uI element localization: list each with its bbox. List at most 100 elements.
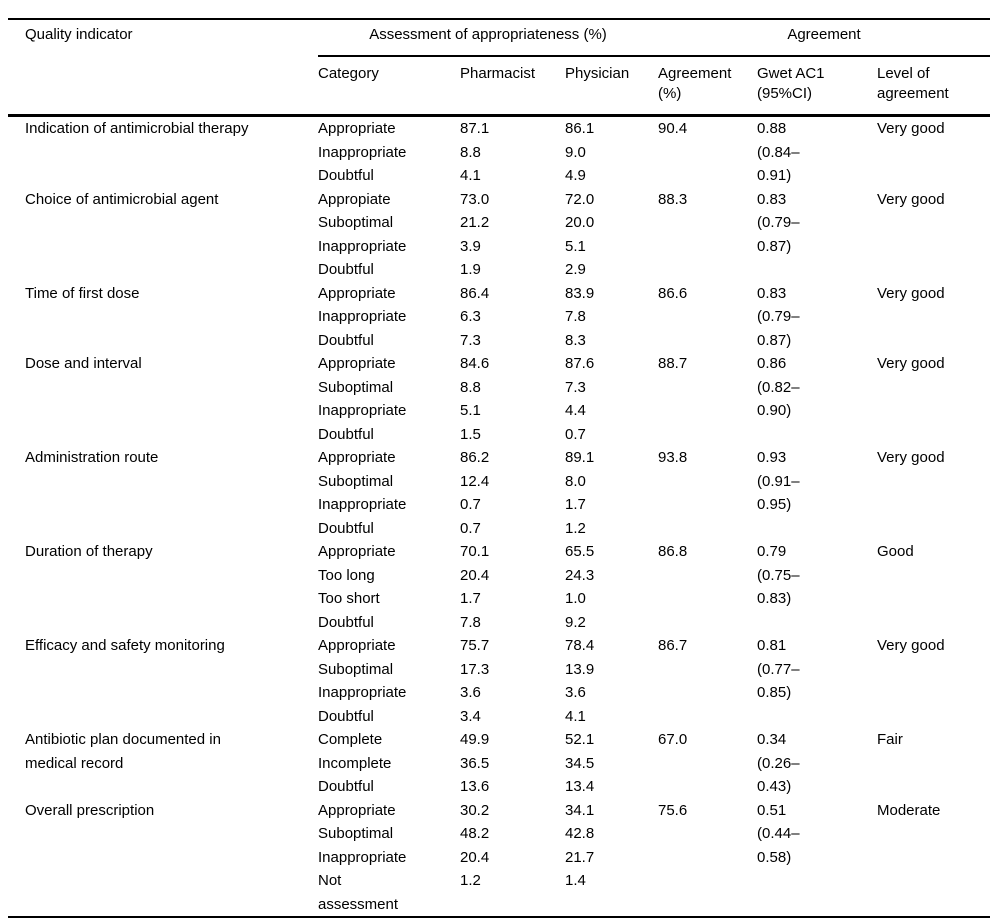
table-row: Too short 1.7 1.0 <box>8 587 990 611</box>
header-row-columns: Category Pharmacist Physician Agreement … <box>8 56 991 117</box>
level-cell: Good <box>877 543 914 560</box>
physician-cell: 42.8 <box>565 825 595 842</box>
table-row: Time of first dose Appropriate 86.4 83.9 86.… <box>8 282 990 349</box>
group-header-assessment: Assessment of appropriateness (%) <box>318 19 658 57</box>
pharmacist-cell: 70.1 <box>460 543 490 560</box>
agreement-cell: 88.3 <box>658 190 688 208</box>
table-row: Efficacy and safety monitoring Appropriat… <box>8 634 990 701</box>
category-cell: Inappropriate <box>318 143 407 161</box>
category-cell: Appropriate <box>318 801 396 819</box>
gwet-ac1-cell: 0.79 (0.75– 0.83) <box>757 543 800 607</box>
pharmacist-cell: 6.3 <box>460 308 481 325</box>
pharmacist-cell: 0.7 <box>460 519 481 537</box>
indicator-cell: Indication of antimicrobial therapy <box>25 120 249 137</box>
table-row: Inappropriate 3.6 3.6 <box>8 681 990 705</box>
table-row: Duration of therapy Appropriate 70.1 65.5 86… <box>8 540 990 607</box>
category-cell: Doubtful <box>318 519 374 537</box>
category-cell: Suboptimal <box>318 378 394 396</box>
indicator-cell: Antibiotic plan documented in medical re… <box>25 731 221 772</box>
category-cell: Suboptimal <box>318 472 394 490</box>
physician-cell: 1.7 <box>565 496 586 513</box>
pharmacist-cell: 84.6 <box>460 355 490 372</box>
level-cell: Fair <box>877 731 903 748</box>
pharmacist-cell: 7.3 <box>460 331 481 349</box>
physician-cell: 13.4 <box>565 778 595 795</box>
pharmacist-cell: 3.4 <box>460 707 481 725</box>
table-row: Doubtful 7.8 9.2 <box>8 611 990 635</box>
pharmacist-cell: 3.9 <box>460 237 481 255</box>
pharmacist-cell: 8.8 <box>460 378 481 396</box>
pharmacist-cell: 49.9 <box>460 731 490 748</box>
indicator-cell: Administration route <box>25 449 159 466</box>
indicator-group: Antibiotic plan documented in medical re… <box>8 728 990 799</box>
physician-cell: 72.0 <box>565 190 595 208</box>
gwet-ac1-cell: 0.81 (0.77– 0.85) <box>757 637 800 701</box>
table-row: Inappropriate 20.4 21.7 <box>8 846 990 870</box>
indicator-group: Choice of antimicrobial agent Appropiate 7… <box>8 188 990 282</box>
category-cell: Appropriate <box>318 355 396 372</box>
physician-cell: 24.3 <box>565 566 595 584</box>
agreement-cell: 90.4 <box>658 120 688 137</box>
agreement-cell: 86.7 <box>658 637 688 654</box>
physician-cell: 2.9 <box>565 261 586 278</box>
level-cell: Very good <box>877 637 945 654</box>
indicator-cell: Choice of antimicrobial agent <box>25 190 219 208</box>
physician-cell: 0.7 <box>565 425 586 443</box>
physician-cell: 9.0 <box>565 143 586 161</box>
table-row: Doubtful 3.4 4.1 <box>8 705 990 729</box>
physician-cell: 13.9 <box>565 660 595 678</box>
indicator-group: Time of first dose Appropriate 86.4 83.9 86.… <box>8 282 990 353</box>
physician-cell: 65.5 <box>565 543 595 560</box>
table-row: Suboptimal 8.8 7.3 <box>8 376 990 400</box>
category-cell: Inappropriate <box>318 402 407 419</box>
category-cell: Suboptimal <box>318 660 394 678</box>
pharmacist-cell: 4.1 <box>460 167 481 184</box>
level-cell: Very good <box>877 449 945 466</box>
physician-cell: 8.3 <box>565 331 586 349</box>
indicator-group: Administration route Appropriate 86.2 89.1 9… <box>8 446 990 540</box>
gwet-ac1-cell: 0.86 (0.82– 0.90) <box>757 355 800 419</box>
table-row: Suboptimal 21.2 20.0 <box>8 211 990 235</box>
pharmacist-cell: 12.4 <box>460 472 490 490</box>
category-cell: Appropriate <box>318 284 396 302</box>
agreement-cell: 86.8 <box>658 543 688 560</box>
pharmacist-cell: 86.4 <box>460 284 490 302</box>
table-row: Inappropriate 5.1 4.4 <box>8 399 990 423</box>
table-row: Not assessment 1.2 1.4 <box>8 869 990 917</box>
table-header: Quality indicator Assessment of appropri… <box>8 19 991 117</box>
col-header-agreement-pct: Agreement (%) <box>658 56 757 117</box>
gwet-ac1-cell: 0.83 (0.79– 0.87) <box>757 284 800 349</box>
level-cell: Very good <box>877 190 945 208</box>
physician-cell: 1.4 <box>565 872 586 889</box>
agreement-cell: 93.8 <box>658 449 688 466</box>
table-row: Doubtful 13.6 13.4 <box>8 775 990 799</box>
indicator-group: Overall prescription Appropriate 30.2 34.1 7… <box>8 799 990 918</box>
table-row: Doubtful 1.9 2.9 <box>8 258 990 282</box>
table-row: Doubtful 0.7 1.2 <box>8 517 990 541</box>
category-cell: Inappropriate <box>318 684 407 701</box>
category-cell: Doubtful <box>318 778 374 795</box>
group-header-agreement: Agreement <box>658 19 991 57</box>
category-cell: Incomplete <box>318 754 392 772</box>
category-cell: Doubtful <box>318 613 374 631</box>
table-row: Inappropriate 8.8 9.0 <box>8 141 990 165</box>
table-row: Doubtful 4.1 4.9 <box>8 164 990 188</box>
indicator-cell: Duration of therapy <box>25 543 153 560</box>
pharmacist-cell: 30.2 <box>460 801 490 819</box>
indicator-cell: Dose and interval <box>25 355 142 372</box>
table-row: Indication of antimicrobial therapy Appro… <box>8 116 990 184</box>
physician-cell: 8.0 <box>565 472 586 490</box>
physician-cell: 4.1 <box>565 707 586 725</box>
physician-cell: 1.2 <box>565 519 586 537</box>
category-cell: Doubtful <box>318 167 374 184</box>
header-row-groups: Quality indicator Assessment of appropri… <box>8 19 991 117</box>
pharmacist-cell: 17.3 <box>460 660 490 678</box>
physician-cell: 89.1 <box>565 449 595 466</box>
col-header-gwet-ac1: Gwet AC1 (95%CI) <box>757 56 877 117</box>
category-cell: Appropriate <box>318 543 396 560</box>
agreement-cell: 88.7 <box>658 355 688 372</box>
pharmacist-cell: 7.8 <box>460 613 481 631</box>
physician-cell: 21.7 <box>565 848 595 866</box>
pharmacist-cell: 8.8 <box>460 143 481 161</box>
